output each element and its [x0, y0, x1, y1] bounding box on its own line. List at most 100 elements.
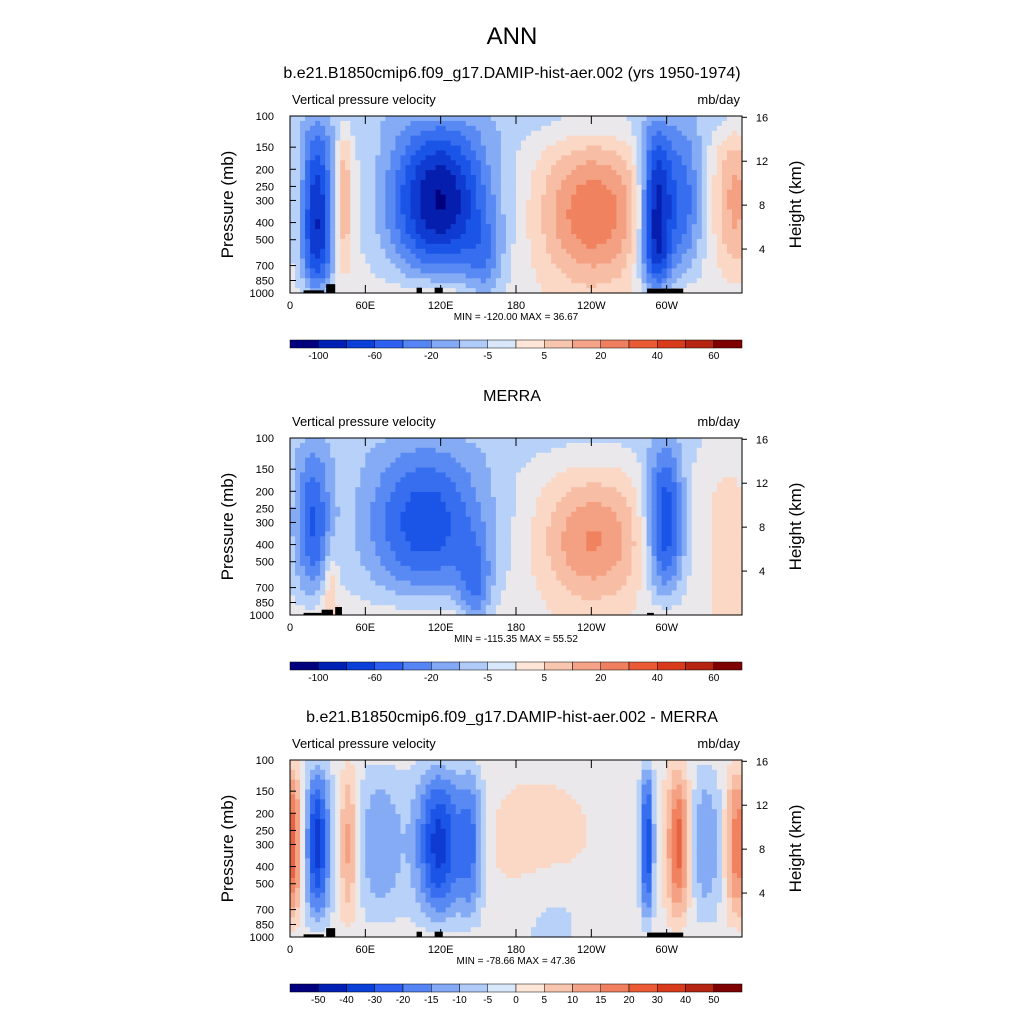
heatmap-cell	[365, 273, 371, 279]
heatmap-cell	[390, 526, 397, 533]
heatmap-cell	[395, 560, 402, 567]
heatmap-cell	[475, 560, 482, 567]
heatmap-cell	[576, 214, 582, 220]
heatmap-cell	[541, 248, 547, 255]
colorbar-swatch	[459, 339, 488, 349]
heatmap-cell	[701, 155, 708, 161]
heatmap-cell	[581, 160, 587, 166]
heatmap-cell	[315, 526, 321, 533]
heatmap-cell	[405, 472, 412, 478]
heatmap-cell	[505, 546, 512, 552]
heatmap-cell	[375, 546, 381, 552]
heatmap-cell	[335, 590, 341, 596]
heatmap-cell	[721, 165, 728, 171]
heatmap-cell	[365, 219, 371, 225]
heatmap-cell	[355, 120, 361, 127]
heatmap-cell	[556, 175, 562, 181]
heatmap-cell	[666, 189, 673, 196]
heatmap-cell	[295, 482, 301, 488]
heatmap-cell	[355, 487, 361, 493]
heatmap-cell	[420, 462, 427, 469]
heatmap-cell	[350, 442, 356, 449]
heatmap-cell	[475, 268, 482, 274]
heatmap-cell	[536, 248, 542, 255]
heatmap-cell	[505, 189, 512, 196]
heatmap-cell	[460, 253, 467, 260]
heatmap-cell	[350, 526, 356, 533]
heatmap-cell	[576, 160, 582, 166]
heatmap-cell	[435, 521, 442, 528]
heatmap-cell	[586, 135, 592, 142]
heatmap-cell	[350, 467, 356, 474]
heatmap-cell	[340, 145, 346, 152]
heatmap-cell	[335, 165, 341, 171]
heatmap-cell	[420, 452, 427, 459]
heatmap-cell	[516, 551, 522, 557]
heatmap-cell	[310, 194, 316, 201]
heatmap-cell	[450, 516, 457, 523]
heatmap-cell	[701, 160, 708, 166]
heatmap-cell	[410, 170, 417, 176]
heatmap-cell	[295, 457, 301, 464]
heatmap-cell	[636, 189, 643, 196]
heatmap-cell	[360, 438, 366, 444]
heatmap-cell	[480, 482, 487, 488]
heatmap-cell	[566, 189, 572, 196]
heatmap-cell	[355, 170, 361, 176]
heatmap-cell	[325, 565, 331, 572]
heatmap-cell	[290, 585, 296, 592]
heatmap-cell	[385, 526, 392, 533]
heatmap-cell	[455, 556, 462, 562]
heatmap-cell	[290, 501, 296, 508]
heatmap-cell	[531, 214, 537, 220]
heatmap-cell	[460, 541, 467, 547]
heatmap-cell	[320, 457, 326, 464]
heatmap-cell	[320, 531, 326, 537]
heatmap-cell	[500, 467, 507, 474]
heatmap-cell	[716, 179, 723, 186]
heatmap-cell	[300, 263, 306, 270]
heatmap-cell	[551, 130, 557, 137]
heatmap-cell	[591, 165, 597, 171]
heatmap-cell	[651, 204, 658, 211]
heatmap-cell	[360, 199, 366, 206]
heatmap-cell	[295, 452, 301, 459]
heatmap-cell	[330, 511, 336, 518]
heatmap-cell	[561, 234, 567, 240]
heatmap-cell	[460, 585, 467, 592]
heatmap-cell	[531, 199, 537, 206]
heatmap-cell	[295, 531, 301, 537]
heatmap-cell	[435, 536, 442, 542]
heatmap-cell	[360, 238, 366, 245]
heatmap-cell	[335, 248, 341, 255]
heatmap-cell	[365, 204, 371, 211]
heatmap-cell	[591, 189, 597, 196]
heatmap-cell	[601, 116, 607, 122]
heatmap-cell	[385, 268, 392, 274]
heatmap-cell	[711, 135, 718, 142]
heatmap-cell	[586, 194, 592, 201]
heatmap-cell	[460, 506, 467, 513]
heatmap-cell	[686, 116, 693, 122]
heatmap-cell	[380, 219, 387, 225]
heatmap-cell	[465, 150, 472, 156]
heatmap-cell	[510, 214, 517, 220]
heatmap-cell	[470, 605, 477, 611]
heatmap-cell	[385, 438, 392, 444]
heatmap-cell	[325, 462, 331, 469]
heatmap-cell	[691, 160, 698, 166]
heatmap-cell	[330, 179, 336, 186]
heatmap-cell	[435, 125, 442, 132]
heatmap-cell	[631, 199, 638, 206]
heatmap-cell	[465, 243, 472, 250]
heatmap-cell	[335, 273, 341, 279]
heatmap-cell	[385, 175, 392, 181]
heatmap-cell	[435, 590, 442, 596]
heatmap-cell	[526, 135, 532, 142]
heatmap-cell	[315, 531, 321, 537]
heatmap-cell	[410, 516, 417, 523]
heatmap-cell	[536, 194, 542, 201]
heatmap-cell	[290, 580, 296, 587]
heatmap-cell	[305, 155, 311, 161]
heatmap-cell	[490, 116, 497, 122]
